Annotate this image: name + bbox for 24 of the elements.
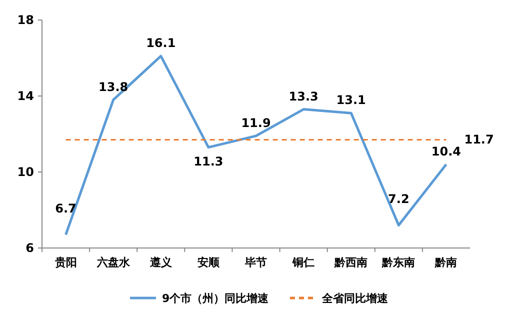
x-tick-label: 铜仁 [292, 256, 315, 269]
y-tick-label: 6 [26, 241, 34, 255]
data-label: 13.8 [98, 80, 128, 94]
data-label: 13.3 [288, 89, 318, 104]
x-tick-label: 黔南 [434, 256, 458, 269]
data-label: 7.2 [388, 192, 410, 206]
x-tick-label: 安顺 [197, 256, 220, 269]
x-tick-label: 毕节 [244, 256, 267, 269]
data-label: 10.4 [431, 144, 462, 158]
legend-label: 9个市（州）同比增速 [162, 292, 270, 305]
x-tick-label: 黔东南 [381, 256, 416, 269]
data-label: 11.3 [194, 154, 224, 168]
x-tick-label: 黔西南 [334, 256, 368, 269]
data-label: 13.1 [336, 93, 366, 108]
x-tick-label: 贵阳 [54, 256, 77, 269]
data-label: 11.7 [464, 132, 494, 147]
x-tick-label: 六盘水 [96, 256, 131, 269]
data-label: 11.9 [241, 116, 271, 130]
y-tick-label: 10 [17, 165, 34, 179]
data-label: 16.1 [146, 36, 176, 50]
legend-label: 全省同比增速 [321, 292, 389, 305]
y-tick-label: 14 [17, 89, 34, 103]
y-tick-label: 18 [17, 13, 34, 27]
x-tick-label: 遵义 [148, 256, 173, 269]
